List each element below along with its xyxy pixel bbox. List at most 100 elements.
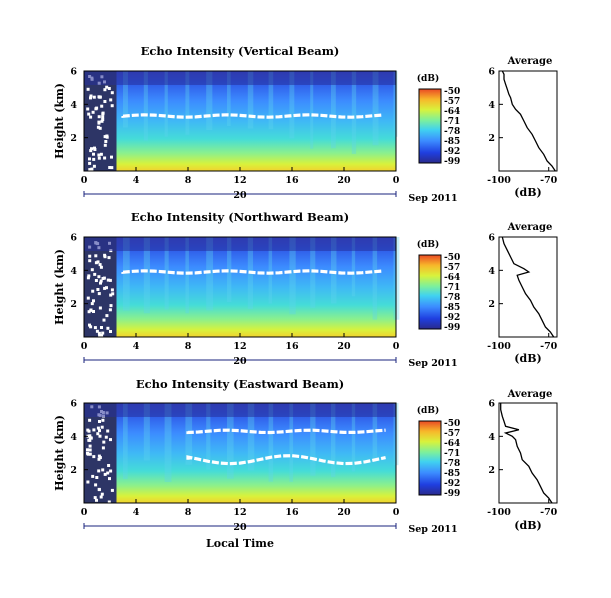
- average-x-label: (dB): [514, 519, 541, 532]
- echo-streak: [143, 71, 148, 141]
- missing-data-speckle: [94, 107, 98, 111]
- missing-data-speckle: [105, 286, 108, 290]
- colorbar-label: -50: [444, 253, 460, 263]
- missing-data-speckle: [111, 292, 115, 296]
- missing-data-speckle: [91, 110, 95, 114]
- colorbar-label: -64: [444, 273, 460, 283]
- missing-data-speckle: [100, 334, 104, 337]
- missing-data-speckle: [105, 134, 109, 138]
- colorbar-label: -50: [444, 419, 460, 429]
- missing-data-speckle: [100, 104, 104, 108]
- missing-data-speckle: [100, 119, 104, 123]
- colorbar-label: -92: [444, 147, 460, 157]
- missing-data-speckle: [97, 153, 101, 157]
- colorbar-label: -71: [444, 117, 460, 127]
- heatmap-plot: [83, 70, 398, 172]
- y-tick-label: 6: [70, 233, 77, 244]
- x-tick-label: 16: [285, 175, 299, 186]
- y-tick-label: 6: [70, 399, 77, 410]
- missing-data-speckle: [106, 326, 110, 330]
- missing-data-speckle: [89, 94, 93, 98]
- x-tick-label: 8: [185, 507, 192, 518]
- x-axis-label: Local Time: [206, 537, 274, 550]
- y-tick-label: 4: [70, 100, 77, 111]
- echo-streak: [310, 403, 316, 476]
- x-tick-label: 16: [285, 341, 299, 352]
- missing-data-speckle: [101, 418, 105, 422]
- average-y-tick-label: 4: [488, 432, 495, 443]
- echo-streak: [164, 403, 172, 482]
- echo-field: [84, 237, 396, 337]
- missing-data-speckle: [98, 334, 102, 338]
- missing-data-speckle: [98, 306, 102, 310]
- date-label: 20: [233, 190, 247, 201]
- missing-data-speckle: [97, 120, 101, 124]
- echo-streak: [331, 237, 337, 304]
- average-x-tick-label: -100: [487, 341, 511, 352]
- average-x-label: (dB): [514, 186, 541, 199]
- missing-data-speckle: [106, 278, 110, 282]
- x-tick-label: 4: [133, 507, 140, 518]
- missing-data-speckle: [86, 452, 90, 456]
- y-tick-label: 6: [70, 67, 77, 78]
- average-y-tick-label: 4: [488, 100, 495, 111]
- colorbar-label: -64: [444, 107, 460, 117]
- echo-streak: [268, 237, 273, 304]
- missing-data-speckle: [88, 259, 92, 263]
- missing-data-speckle: [99, 495, 103, 499]
- average-x-tick-label: -70: [540, 341, 558, 352]
- colorbar-label: -78: [444, 459, 460, 469]
- missing-data-speckle: [109, 293, 113, 297]
- missing-data-speckle: [97, 488, 101, 492]
- colorbar-label: -85: [444, 469, 460, 479]
- missing-data-speckle: [92, 428, 96, 432]
- echo-layer: [186, 454, 386, 466]
- x-tick-label: 12: [233, 341, 246, 352]
- missing-data-speckle: [94, 261, 98, 265]
- echo-streak: [289, 71, 295, 139]
- colorbar-unit: (dB): [417, 405, 439, 416]
- panel-northward: Echo Intensity (Northward Beam) Height (…: [53, 210, 558, 369]
- missing-data-speckle: [101, 111, 105, 115]
- date-bar: 20: [83, 190, 397, 201]
- average-x-label: (dB): [514, 352, 541, 365]
- average-frame: [498, 236, 558, 338]
- missing-data-speckle: [97, 454, 101, 458]
- y-tick-label: 2: [70, 133, 77, 144]
- month-label: Sep 2011: [408, 524, 457, 535]
- missing-data-speckle: [108, 166, 112, 169]
- missing-data-speckle: [88, 436, 92, 440]
- missing-data-speckle: [93, 496, 97, 500]
- echo-streak: [310, 71, 314, 149]
- echo-streak: [206, 237, 214, 311]
- missing-data-speckle: [98, 429, 101, 433]
- missing-data-speckle: [100, 326, 103, 329]
- missing-data-speckle: [110, 288, 114, 292]
- colorbar-gradient: [418, 254, 442, 330]
- y-tick-labels: 6 4 2: [70, 399, 88, 476]
- missing-data-speckle: [86, 107, 90, 111]
- missing-data-speckle: [97, 156, 101, 160]
- missing-data-speckle: [88, 452, 92, 456]
- x-tick-label: 20: [337, 507, 351, 518]
- missing-data-speckle: [104, 140, 108, 143]
- colorbar-label: -57: [444, 97, 460, 107]
- x-tick-label: 8: [185, 341, 192, 352]
- colorbar-label: -78: [444, 127, 460, 137]
- echo-streak: [185, 71, 190, 135]
- missing-data-speckle: [103, 255, 107, 259]
- chart-title: Echo Intensity (Vertical Beam): [141, 44, 340, 58]
- colorbar: -50-57-64-71-78-85-92-99: [418, 87, 460, 167]
- missing-data-speckle: [97, 331, 101, 335]
- echo-streak: [331, 71, 336, 149]
- missing-data-speckle: [109, 438, 112, 442]
- missing-data-speckle: [87, 310, 91, 314]
- echo-streak: [331, 403, 336, 477]
- echo-streak: [289, 237, 296, 315]
- x-tick-label: 20: [337, 175, 351, 186]
- missing-data-speckle: [95, 329, 99, 333]
- colorbar-label: -92: [444, 313, 460, 323]
- missing-data-speckle: [88, 434, 92, 438]
- average-profile-line: [501, 236, 555, 338]
